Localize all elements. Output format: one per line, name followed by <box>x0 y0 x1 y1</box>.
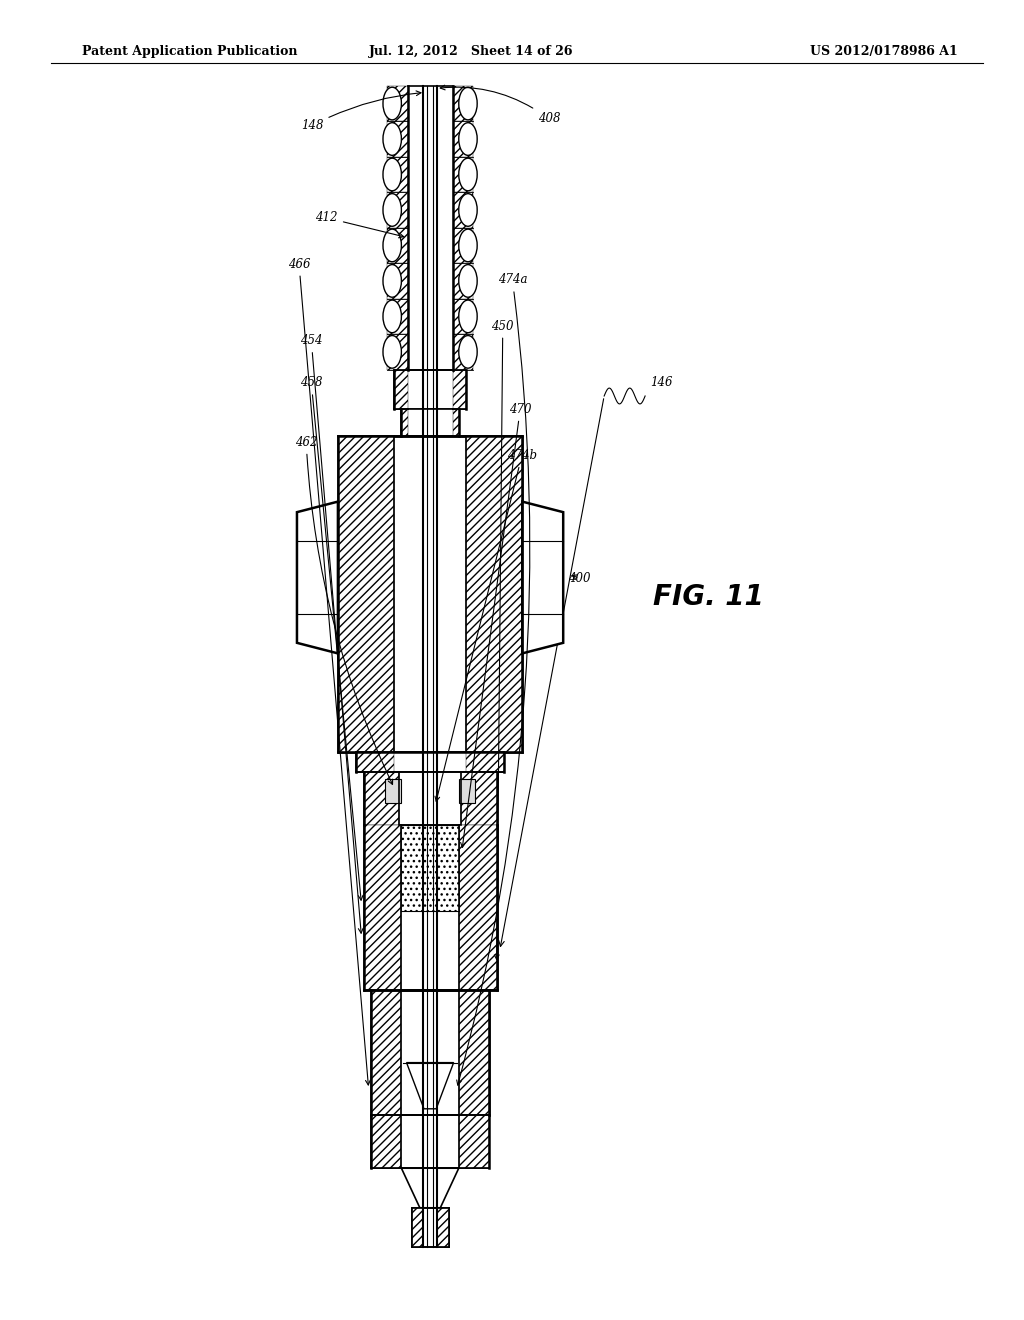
Bar <box>401 409 459 436</box>
Bar <box>385 779 401 803</box>
Ellipse shape <box>459 158 477 191</box>
Bar <box>387 157 408 193</box>
Polygon shape <box>407 1063 454 1109</box>
Bar <box>364 825 401 990</box>
Bar <box>338 436 394 752</box>
Bar <box>459 779 475 803</box>
Polygon shape <box>401 1168 459 1208</box>
Ellipse shape <box>459 335 477 368</box>
Ellipse shape <box>383 300 401 333</box>
Bar <box>459 990 489 1115</box>
Text: FIG. 11: FIG. 11 <box>653 582 764 611</box>
Text: 470: 470 <box>461 403 531 847</box>
Ellipse shape <box>383 194 401 226</box>
Bar <box>356 752 504 772</box>
Bar <box>412 1208 423 1247</box>
Bar <box>466 436 522 752</box>
Bar <box>459 1115 489 1168</box>
Bar <box>461 772 497 825</box>
Bar <box>453 193 473 227</box>
Text: 148: 148 <box>301 91 421 132</box>
Text: 462: 462 <box>295 436 392 784</box>
Bar <box>437 1208 449 1247</box>
Bar <box>453 86 473 121</box>
Bar <box>453 298 473 334</box>
Text: 412: 412 <box>315 211 403 238</box>
Bar <box>387 86 408 121</box>
Text: Patent Application Publication: Patent Application Publication <box>82 45 297 58</box>
Bar <box>453 334 473 370</box>
Ellipse shape <box>459 194 477 226</box>
Polygon shape <box>297 502 338 653</box>
Polygon shape <box>522 502 563 653</box>
Bar <box>453 370 466 409</box>
Ellipse shape <box>459 300 477 333</box>
Bar <box>466 752 504 772</box>
Text: 466: 466 <box>288 257 371 1085</box>
Bar <box>453 263 473 298</box>
Bar <box>387 263 408 298</box>
Bar <box>364 825 497 990</box>
Text: 454: 454 <box>300 334 364 933</box>
Bar <box>364 772 497 825</box>
Ellipse shape <box>383 123 401 156</box>
Text: 474a: 474a <box>457 273 529 1085</box>
Bar <box>453 227 473 263</box>
Bar <box>356 752 394 772</box>
Text: Jul. 12, 2012   Sheet 14 of 26: Jul. 12, 2012 Sheet 14 of 26 <box>369 45 573 58</box>
Bar <box>387 334 408 370</box>
Text: 400: 400 <box>568 572 591 585</box>
Bar <box>387 298 408 334</box>
Ellipse shape <box>459 123 477 156</box>
Bar <box>453 409 459 436</box>
Text: US 2012/0178986 A1: US 2012/0178986 A1 <box>810 45 957 58</box>
Ellipse shape <box>383 335 401 368</box>
Bar <box>459 825 497 990</box>
Ellipse shape <box>459 230 477 261</box>
Bar <box>394 370 408 409</box>
Bar <box>387 193 408 227</box>
Bar <box>387 227 408 263</box>
Text: 146: 146 <box>650 376 673 389</box>
Ellipse shape <box>383 264 401 297</box>
Bar <box>401 825 459 911</box>
Text: 408: 408 <box>440 86 560 125</box>
Bar <box>412 1208 449 1247</box>
Bar <box>453 121 473 157</box>
Ellipse shape <box>459 264 477 297</box>
Bar <box>371 990 489 1115</box>
Text: 474b: 474b <box>435 449 537 801</box>
Text: 458: 458 <box>300 376 362 900</box>
Bar <box>371 1115 401 1168</box>
Text: 450: 450 <box>492 319 514 960</box>
Bar <box>364 772 399 825</box>
Bar <box>371 1115 489 1168</box>
Bar <box>371 990 401 1115</box>
Bar <box>338 436 522 752</box>
Ellipse shape <box>383 87 401 120</box>
Bar <box>387 121 408 157</box>
Bar <box>394 370 466 409</box>
Bar <box>401 409 408 436</box>
Ellipse shape <box>383 158 401 191</box>
Ellipse shape <box>459 87 477 120</box>
Bar <box>453 157 473 193</box>
Ellipse shape <box>383 230 401 261</box>
